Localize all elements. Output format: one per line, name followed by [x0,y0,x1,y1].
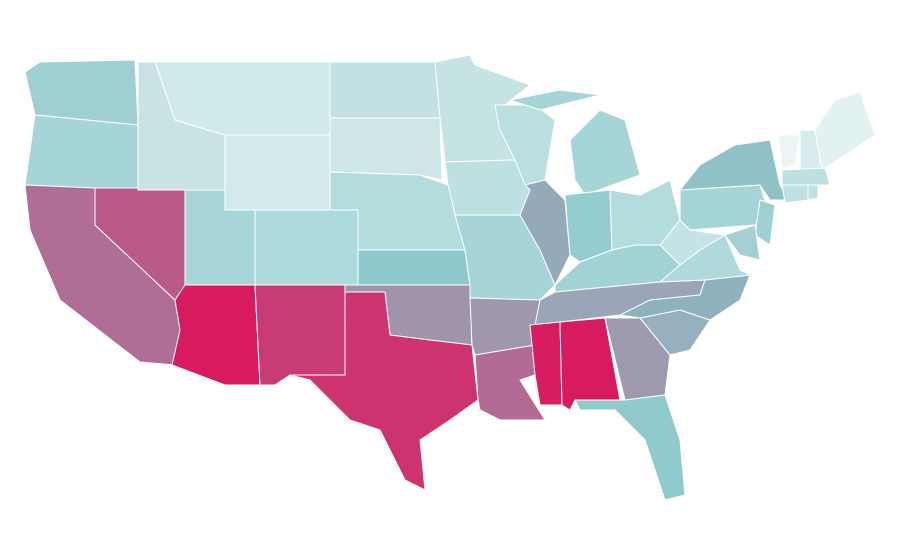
state [777,134,801,169]
state [357,249,471,286]
state [329,61,441,119]
state [807,184,819,201]
state [329,117,443,181]
state [619,274,751,321]
state [814,91,876,171]
state [289,291,479,491]
state [254,284,346,386]
state [724,224,761,261]
state [509,89,601,111]
state [679,139,791,201]
state [574,394,686,501]
state [529,321,563,406]
state [444,159,531,216]
state [564,189,613,263]
states [24,54,876,501]
state [754,199,776,246]
state [781,167,831,186]
state [679,184,769,231]
state [224,134,331,211]
state [24,114,139,191]
state [604,317,671,401]
state [171,284,261,386]
state [781,184,809,204]
state [569,109,641,196]
state [254,209,359,286]
